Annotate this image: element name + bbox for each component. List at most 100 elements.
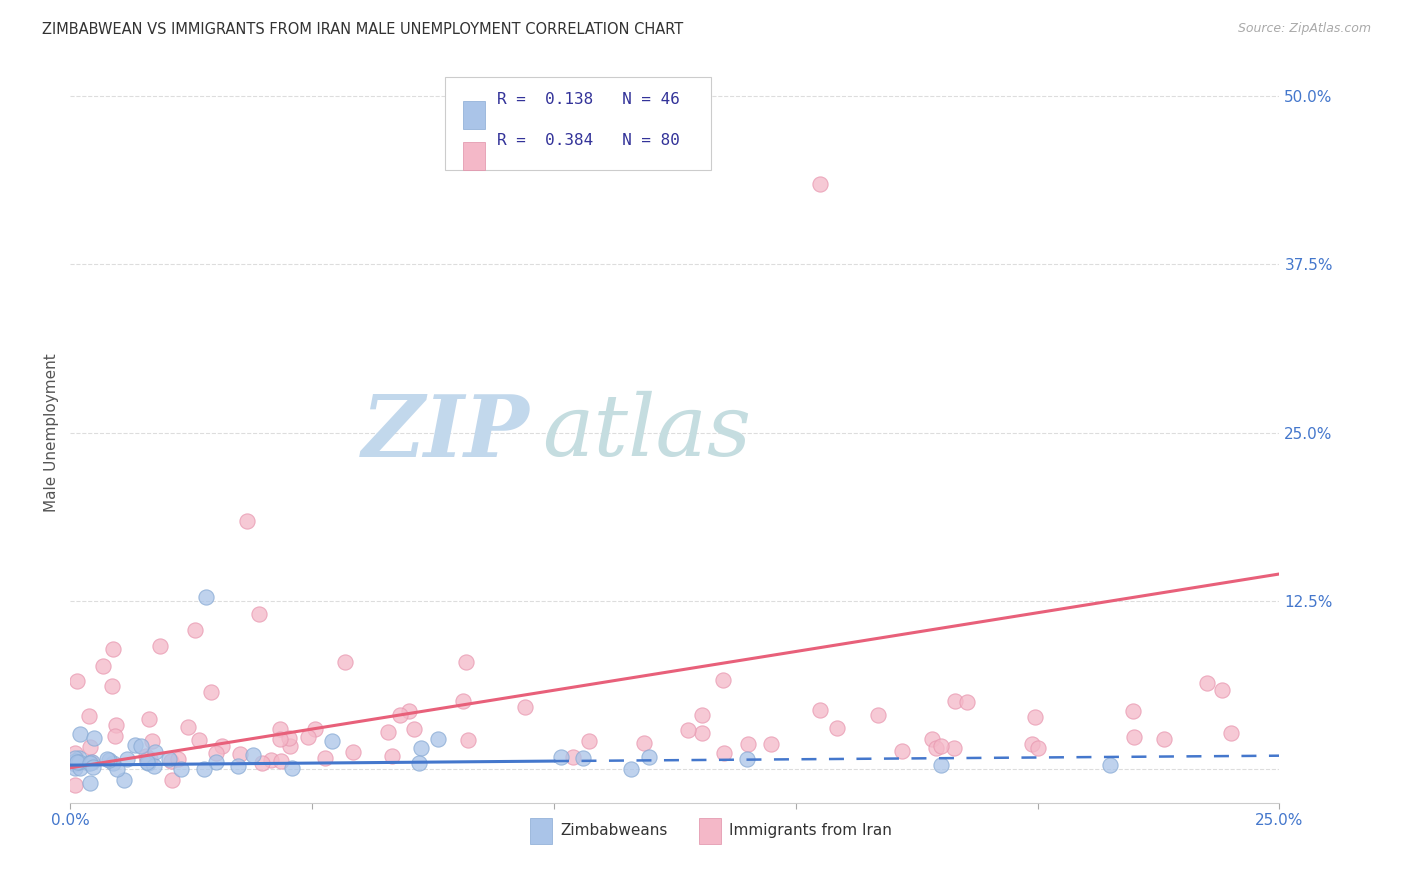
Point xyxy=(115,752,138,766)
Point xyxy=(250,756,273,770)
Point xyxy=(149,639,172,653)
Text: R =  0.138   N = 46: R = 0.138 N = 46 xyxy=(498,92,681,107)
Point xyxy=(80,756,103,770)
Point xyxy=(242,747,264,762)
Point xyxy=(236,514,259,528)
Point xyxy=(278,731,301,746)
Point xyxy=(105,762,128,776)
Point xyxy=(929,758,952,772)
Text: R =  0.384   N = 80: R = 0.384 N = 80 xyxy=(498,133,681,148)
Point xyxy=(157,752,180,766)
Point xyxy=(637,750,659,764)
Point xyxy=(808,703,831,717)
Point xyxy=(381,749,404,764)
Point xyxy=(184,623,207,637)
Point xyxy=(79,740,101,755)
Point xyxy=(515,700,537,714)
Point xyxy=(166,752,188,766)
Point xyxy=(104,718,127,732)
Point xyxy=(925,741,948,756)
Point xyxy=(200,685,222,699)
Point xyxy=(138,713,160,727)
Point xyxy=(269,722,291,736)
Point xyxy=(63,778,86,792)
Point xyxy=(66,755,89,769)
Point xyxy=(1220,726,1243,740)
Text: Zimbabweans: Zimbabweans xyxy=(560,823,668,838)
Point xyxy=(136,755,159,769)
Point xyxy=(138,756,160,771)
Point xyxy=(226,759,249,773)
Text: ZIMBABWEAN VS IMMIGRANTS FROM IRAN MALE UNEMPLOYMENT CORRELATION CHART: ZIMBABWEAN VS IMMIGRANTS FROM IRAN MALE … xyxy=(42,22,683,37)
Point xyxy=(91,658,114,673)
Point xyxy=(572,751,595,765)
Point xyxy=(101,756,124,771)
Point xyxy=(759,737,782,751)
Point xyxy=(63,754,86,768)
Point xyxy=(633,736,655,750)
Point xyxy=(97,753,120,767)
Point xyxy=(411,740,433,755)
Point xyxy=(690,707,713,722)
Point xyxy=(229,747,252,762)
Point xyxy=(808,177,831,191)
Point xyxy=(389,708,412,723)
Point xyxy=(143,758,166,772)
Point xyxy=(159,755,181,769)
Point xyxy=(457,732,479,747)
Point xyxy=(187,732,209,747)
Point xyxy=(63,751,86,765)
Point xyxy=(1122,704,1144,718)
Point xyxy=(427,731,450,746)
FancyBboxPatch shape xyxy=(464,101,485,129)
Point xyxy=(737,752,759,766)
Point xyxy=(80,756,103,770)
Point xyxy=(1195,676,1218,690)
Point xyxy=(929,739,952,754)
Y-axis label: Male Unemployment: Male Unemployment xyxy=(44,353,59,512)
Point xyxy=(333,655,356,669)
Point xyxy=(1123,730,1146,744)
Point xyxy=(1211,683,1233,698)
Point xyxy=(297,731,319,745)
Point xyxy=(69,727,91,741)
Point xyxy=(247,607,270,622)
Point xyxy=(1153,732,1175,747)
Point xyxy=(211,739,233,753)
Point xyxy=(143,745,166,759)
Point xyxy=(402,722,425,736)
Point xyxy=(82,759,104,773)
Point xyxy=(101,641,124,656)
Point xyxy=(136,751,159,765)
Point xyxy=(205,756,228,770)
Point xyxy=(676,723,699,738)
Point xyxy=(945,693,967,707)
Point xyxy=(63,757,86,772)
FancyBboxPatch shape xyxy=(446,78,711,169)
Point xyxy=(141,733,163,747)
Point xyxy=(96,752,118,766)
Point xyxy=(83,731,105,745)
Point xyxy=(281,761,304,775)
Point xyxy=(868,708,890,723)
Point xyxy=(269,732,291,747)
Point xyxy=(77,756,100,771)
Point xyxy=(342,745,364,759)
Point xyxy=(921,732,943,747)
Point xyxy=(304,723,326,737)
Point xyxy=(124,738,146,752)
FancyBboxPatch shape xyxy=(699,818,721,844)
Point xyxy=(67,755,90,769)
Point xyxy=(713,746,735,760)
Point xyxy=(550,750,572,764)
FancyBboxPatch shape xyxy=(464,142,485,170)
Point xyxy=(1026,740,1049,755)
Point xyxy=(79,756,101,770)
Point xyxy=(398,704,420,718)
Text: ZIP: ZIP xyxy=(361,391,530,475)
Text: atlas: atlas xyxy=(541,392,751,474)
Point xyxy=(956,695,979,709)
Point xyxy=(79,775,101,789)
Point xyxy=(692,725,714,739)
Point xyxy=(100,680,122,694)
